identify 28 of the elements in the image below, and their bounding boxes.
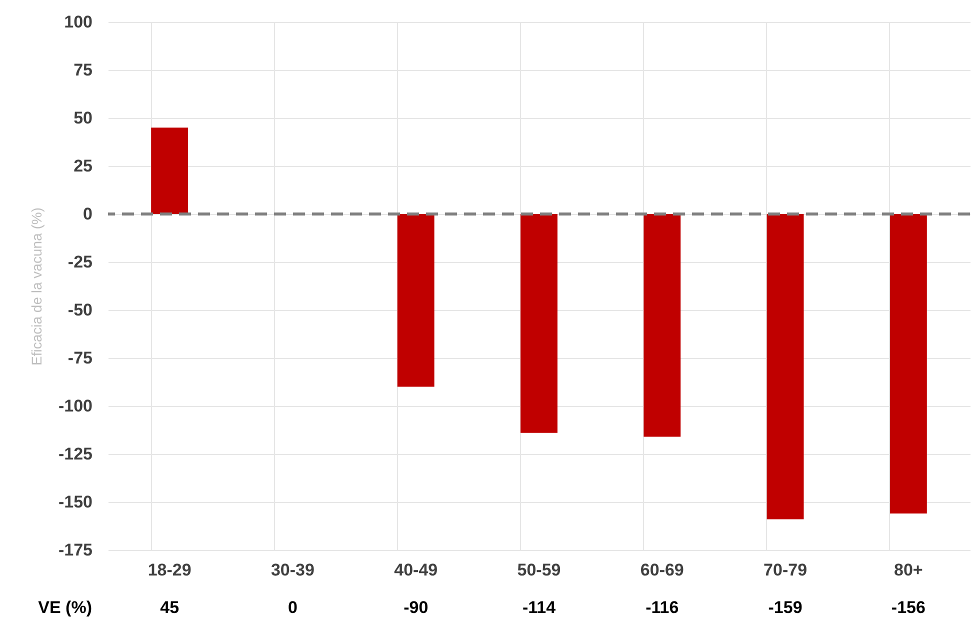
data-label: -156 [891,598,926,617]
x-tick-label: 50-59 [517,560,561,580]
y-tick-label: 100 [64,12,92,32]
x-tick-label: 40-49 [394,560,438,580]
y-tick-label: 50 [74,108,92,128]
y-tick-label: 0 [83,204,92,224]
y-axis-title: Eficacia de la vacuna (%) [28,208,44,366]
y-tick-label: -175 [58,540,92,560]
x-tick-label: 18-29 [148,560,192,580]
y-tick-label: -75 [68,348,92,368]
x-tick-label: 80+ [894,560,923,580]
data-label: -116 [646,598,679,617]
data-label: 0 [288,598,298,617]
data-label: -114 [522,598,556,617]
x-tick-label: 70-79 [764,560,808,580]
data-label: -159 [768,598,802,617]
y-tick-label: -50 [68,300,92,320]
text: VE (%) [38,598,92,617]
y-tick-label: -125 [58,444,92,464]
y-tick-label: -25 [68,252,92,272]
y-tick-label: 25 [74,156,92,176]
y-tick-label: 75 [74,60,92,80]
data-label: 45 [160,598,180,617]
y-tick-label: -150 [58,492,92,512]
y-tick-label: -100 [58,396,92,416]
x-tick-label: 60-69 [640,560,684,580]
x-tick-label: 30-39 [270,560,314,580]
data-label: -90 [404,598,428,617]
